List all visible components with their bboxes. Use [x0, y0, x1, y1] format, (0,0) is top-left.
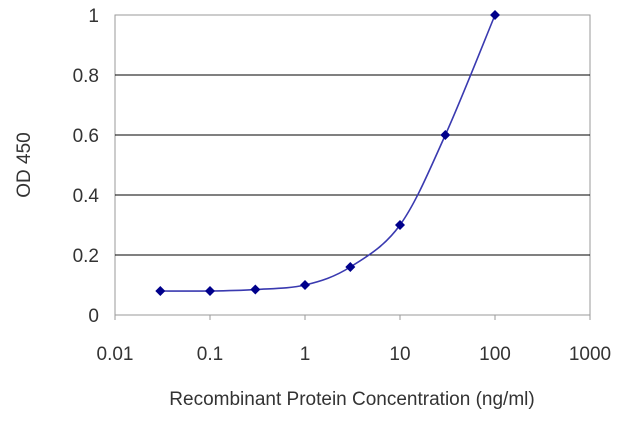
y-tick-label: 0: [88, 306, 99, 327]
y-tick-label: 0.8: [73, 66, 99, 87]
x-axis-title: Recombinant Protein Concentration (ng/ml…: [169, 389, 534, 410]
data-point: [345, 262, 356, 272]
x-tick-label: 1: [300, 344, 311, 365]
y-tick-label: 0.2: [73, 246, 99, 267]
y-axis-ticks: 0 0.2 0.4 0.6 0.8 1: [73, 6, 100, 327]
plot-frame: [114, 14, 591, 316]
data-point: [205, 286, 215, 296]
x-tick-label: 0.1: [197, 344, 223, 365]
data-point: [300, 280, 310, 290]
y-tick-label: 1: [88, 6, 99, 27]
x-tick-label: 100: [479, 344, 511, 365]
x-axis-ticks: 0.01 0.1 1 10 100 1000: [97, 315, 611, 365]
x-tick-label: 1000: [569, 344, 611, 365]
data-point: [440, 130, 451, 140]
data-series: [155, 10, 500, 296]
data-point: [155, 286, 166, 296]
data-point: [490, 10, 500, 20]
data-point: [395, 220, 405, 230]
grid-lines: [115, 74, 590, 256]
data-point: [250, 284, 261, 295]
x-tick-label: 0.01: [97, 344, 134, 365]
y-axis-title: OD 450: [14, 132, 35, 197]
y-tick-label: 0.6: [73, 126, 99, 147]
y-tick-label: 0.4: [73, 186, 100, 207]
x-tick-label: 10: [389, 344, 410, 365]
